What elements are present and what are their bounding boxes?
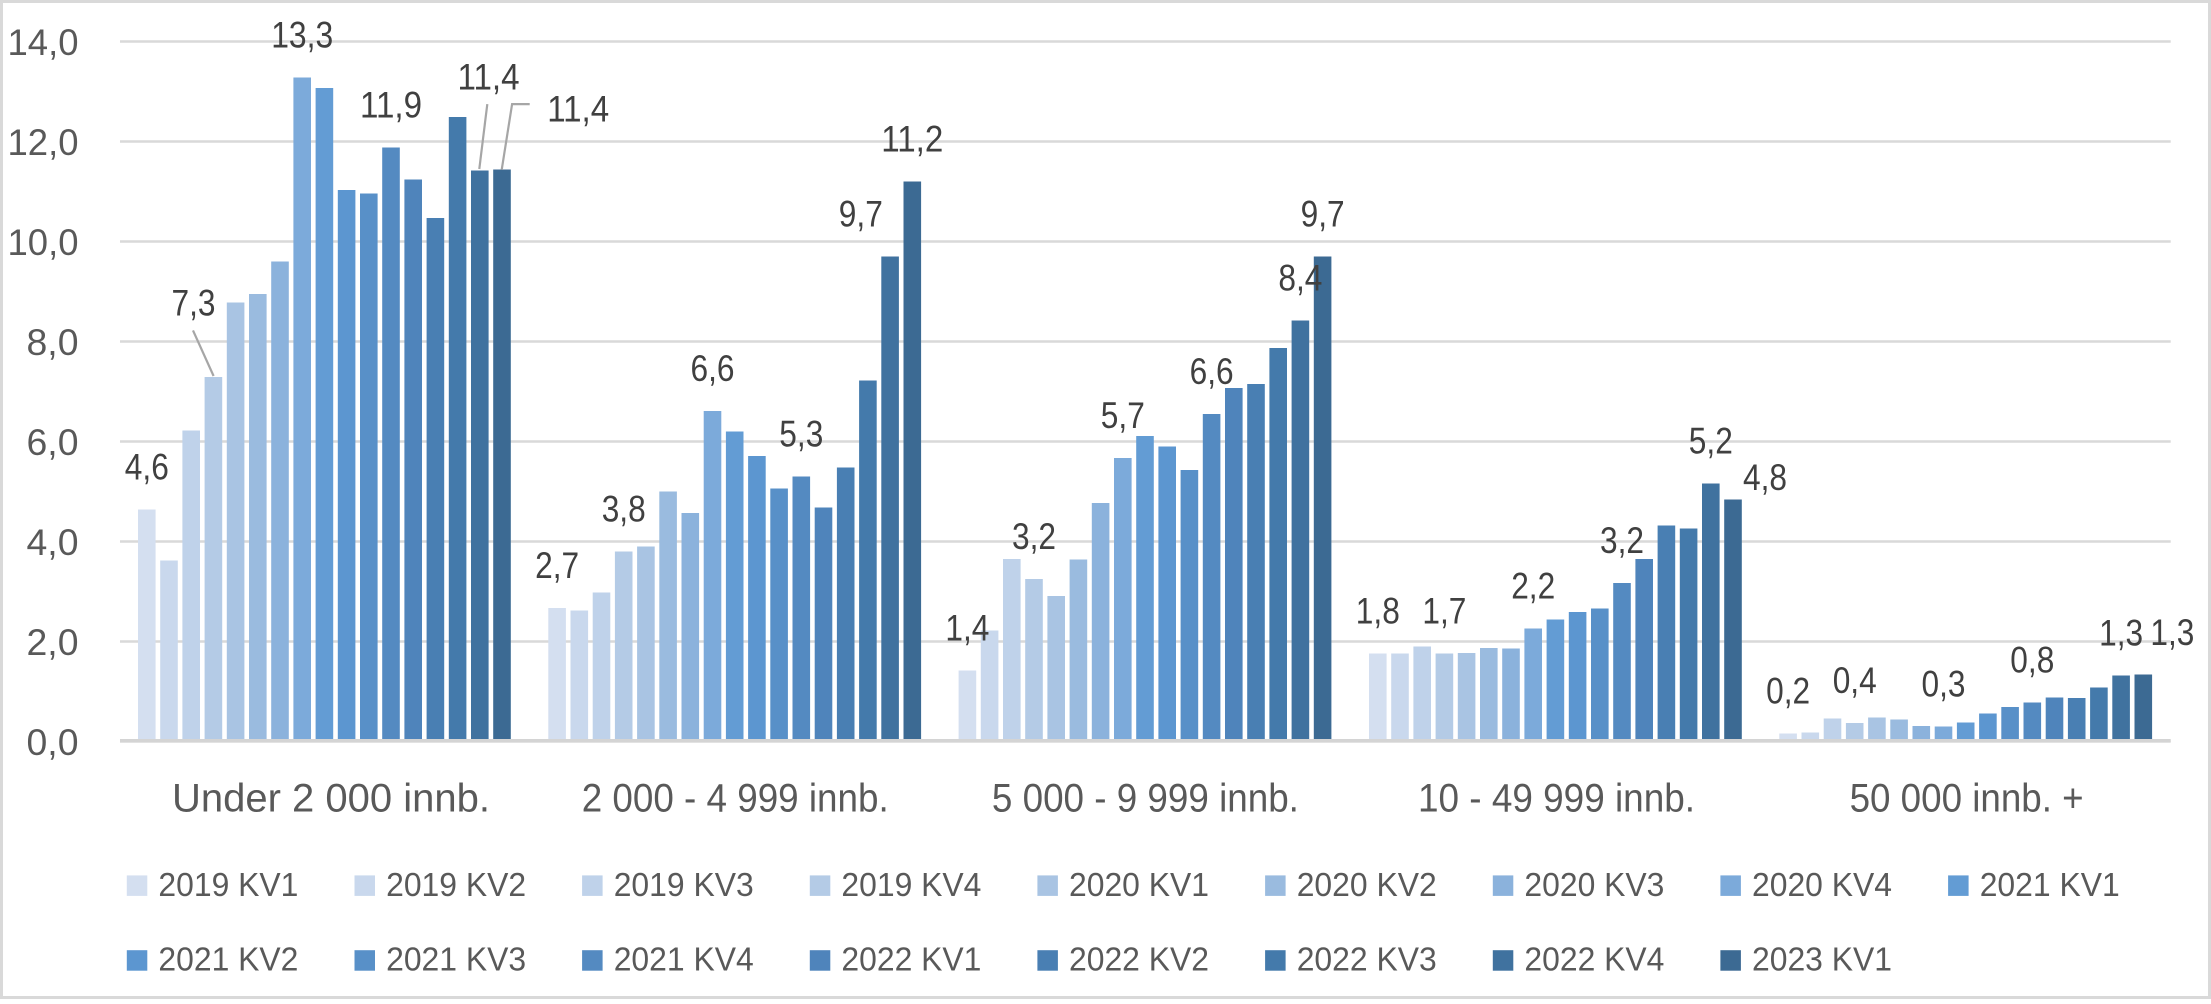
svg-text:2023 KV1: 2023 KV1 xyxy=(1752,941,1892,978)
svg-text:3,8: 3,8 xyxy=(602,489,646,530)
svg-text:11,4: 11,4 xyxy=(458,57,520,98)
svg-text:6,6: 6,6 xyxy=(691,348,735,389)
svg-text:2,7: 2,7 xyxy=(535,545,579,586)
svg-text:0,0: 0,0 xyxy=(27,722,79,763)
svg-text:12,0: 12,0 xyxy=(8,122,79,163)
svg-text:2022 KV2: 2022 KV2 xyxy=(1069,941,1209,978)
svg-text:4,0: 4,0 xyxy=(27,522,79,563)
svg-text:0,4: 0,4 xyxy=(1833,660,1877,701)
svg-text:8,0: 8,0 xyxy=(27,322,79,363)
svg-text:1,7: 1,7 xyxy=(1422,591,1466,632)
svg-text:4,6: 4,6 xyxy=(125,447,169,488)
svg-text:2021 KV2: 2021 KV2 xyxy=(158,941,298,978)
svg-text:1,3: 1,3 xyxy=(2150,612,2194,653)
svg-text:10 - 49 999 innb.: 10 - 49 999 innb. xyxy=(1418,777,1695,821)
svg-text:2 000 - 4 999 innb.: 2 000 - 4 999 innb. xyxy=(582,777,889,821)
svg-text:14,0: 14,0 xyxy=(8,22,79,63)
svg-text:50 000 innb. +: 50 000 innb. + xyxy=(1850,777,2084,821)
svg-text:2019 KV4: 2019 KV4 xyxy=(841,866,981,903)
svg-text:2022 KV3: 2022 KV3 xyxy=(1297,941,1437,978)
svg-text:0,3: 0,3 xyxy=(1922,664,1966,705)
svg-text:2022 KV4: 2022 KV4 xyxy=(1524,941,1664,978)
svg-text:2021 KV1: 2021 KV1 xyxy=(1980,866,2120,903)
svg-text:2020 KV1: 2020 KV1 xyxy=(1069,866,1209,903)
svg-text:Under 2 000 innb.: Under 2 000 innb. xyxy=(172,777,490,821)
svg-text:0,8: 0,8 xyxy=(2010,640,2054,681)
svg-text:11,4: 11,4 xyxy=(547,89,609,130)
svg-text:5 000 - 9 999 innb.: 5 000 - 9 999 innb. xyxy=(992,777,1299,821)
svg-text:6,0: 6,0 xyxy=(27,422,79,463)
svg-text:4,8: 4,8 xyxy=(1743,457,1787,498)
svg-text:5,7: 5,7 xyxy=(1101,395,1145,436)
svg-text:8,4: 8,4 xyxy=(1278,258,1322,299)
svg-text:2020 KV2: 2020 KV2 xyxy=(1297,866,1437,903)
svg-text:6,6: 6,6 xyxy=(1190,351,1234,392)
svg-text:0,2: 0,2 xyxy=(1766,671,1810,712)
svg-text:2020 KV3: 2020 KV3 xyxy=(1524,866,1664,903)
svg-text:13,3: 13,3 xyxy=(271,15,333,56)
svg-text:2021 KV4: 2021 KV4 xyxy=(614,941,754,978)
svg-text:2021 KV3: 2021 KV3 xyxy=(386,941,526,978)
svg-text:10,0: 10,0 xyxy=(8,222,79,263)
svg-text:2019 KV2: 2019 KV2 xyxy=(386,866,526,903)
svg-text:11,2: 11,2 xyxy=(881,119,943,160)
svg-text:2022 KV1: 2022 KV1 xyxy=(841,941,981,978)
svg-text:1,4: 1,4 xyxy=(945,608,989,649)
svg-text:9,7: 9,7 xyxy=(839,194,883,235)
svg-text:2019 KV3: 2019 KV3 xyxy=(614,866,754,903)
svg-text:1,8: 1,8 xyxy=(1356,591,1400,632)
svg-text:9,7: 9,7 xyxy=(1301,194,1345,235)
svg-text:5,2: 5,2 xyxy=(1689,421,1733,462)
svg-text:2019 KV1: 2019 KV1 xyxy=(158,866,298,903)
svg-text:3,2: 3,2 xyxy=(1600,520,1644,561)
svg-text:7,3: 7,3 xyxy=(172,282,216,323)
svg-text:2020 KV4: 2020 KV4 xyxy=(1752,866,1892,903)
svg-text:2,0: 2,0 xyxy=(27,622,79,663)
svg-text:11,9: 11,9 xyxy=(360,85,422,126)
svg-text:2,2: 2,2 xyxy=(1511,566,1555,607)
svg-text:3,2: 3,2 xyxy=(1012,516,1056,557)
svg-text:5,3: 5,3 xyxy=(779,414,823,455)
svg-text:1,3: 1,3 xyxy=(2099,613,2143,654)
